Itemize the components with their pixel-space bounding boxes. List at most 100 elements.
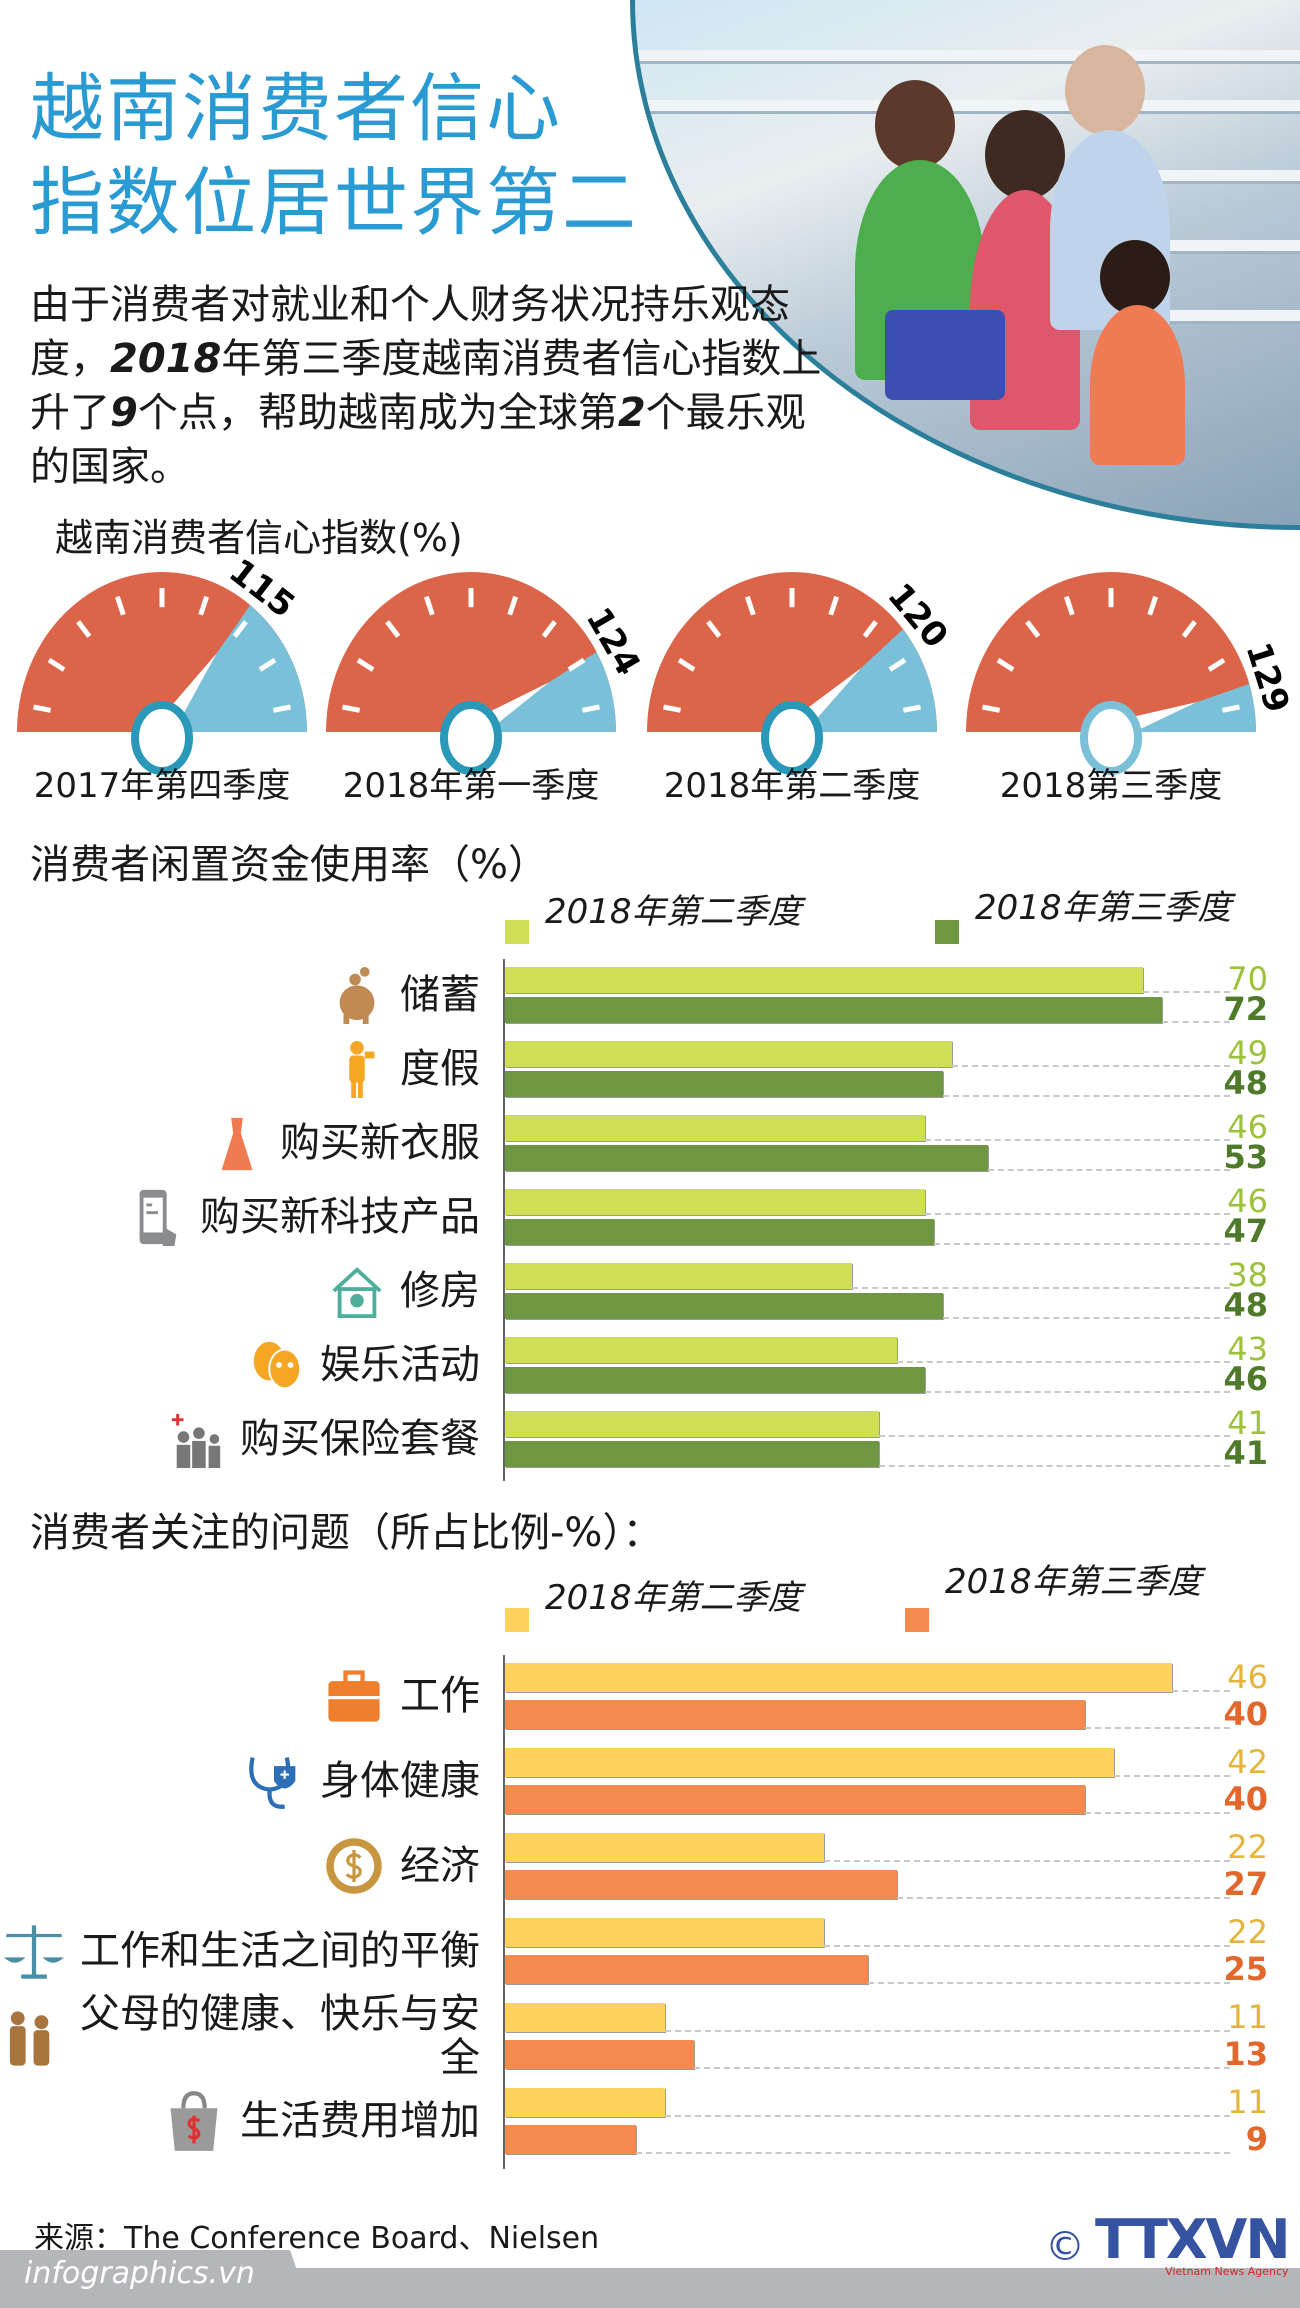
category-row-label: 父母的健康、快乐与安全 xyxy=(0,1992,480,2080)
leader-line xyxy=(924,1213,1230,1215)
leader-line xyxy=(1172,1690,1230,1692)
legend-label: 2018年第二季度 xyxy=(545,892,802,932)
gauge-label: 2018第三季度 xyxy=(999,766,1223,806)
bar-q2 xyxy=(505,2088,665,2117)
category-label: 工作和生活之间的平衡 xyxy=(80,1928,480,1974)
leader-line xyxy=(1143,991,1230,993)
theater-masks-icon xyxy=(253,1341,302,1390)
gauge-tick xyxy=(996,657,1015,672)
copyright-icon: © xyxy=(1045,2223,1085,2270)
gauge-tick xyxy=(1063,595,1075,616)
category-label: 父母的健康、快乐与安全 xyxy=(80,1991,480,2081)
value-label: 40 xyxy=(1223,1694,1268,1733)
bar-q3 xyxy=(505,1441,879,1467)
category-row-label: 修房 xyxy=(328,1263,480,1319)
gauge-hub xyxy=(131,701,193,775)
y-axis xyxy=(503,1655,505,2169)
gauge-tick xyxy=(33,704,52,713)
value-label: 11 xyxy=(1227,2082,1268,2121)
bar-q2 xyxy=(505,1189,925,1215)
dollar-coin-icon xyxy=(326,1838,382,1894)
leader-line xyxy=(1114,1775,1230,1777)
bar-q3 xyxy=(505,1219,934,1245)
category-row-label: 身体健康 xyxy=(242,1748,480,1814)
category-row-label: 购买新科技产品 xyxy=(128,1189,480,1246)
gauge-tick xyxy=(385,620,401,638)
elderly-couple-icon xyxy=(9,2011,50,2066)
value-label: 70 xyxy=(1227,960,1268,998)
bar-q3 xyxy=(505,2040,694,2069)
value-label: 46 xyxy=(1227,1182,1268,1220)
bar-q3 xyxy=(505,1955,868,1984)
value-label: 11 xyxy=(1227,1997,1268,2036)
gauge-tick xyxy=(706,620,722,638)
gauge-tick xyxy=(232,620,248,638)
leader-line xyxy=(1085,1812,1230,1814)
bar-q2 xyxy=(505,1411,879,1437)
bar-q3 xyxy=(505,1145,989,1171)
category-row-label: 工作 xyxy=(322,1663,480,1729)
value-label: 49 xyxy=(1227,1034,1268,1072)
category-label: 身体健康 xyxy=(320,1758,480,1804)
leader-line xyxy=(693,2067,1230,2069)
gauge-tick xyxy=(862,620,878,638)
gauge-tick xyxy=(76,620,92,638)
gauge-label: 2017年第四季度 xyxy=(33,766,291,806)
y-axis xyxy=(503,959,505,1481)
title-line-1: 越南消费者信心 xyxy=(30,66,562,152)
briefcase-icon xyxy=(328,1670,380,1722)
bar-q3 xyxy=(505,997,1162,1023)
value-label: 13 xyxy=(1223,2034,1268,2073)
gauge-value-zone xyxy=(162,605,307,732)
leader-line xyxy=(851,1287,1230,1289)
logo-subtitle: Vietnam News Agency xyxy=(1165,2265,1289,2278)
category-label: 经济 xyxy=(400,1843,480,1889)
value-label: 53 xyxy=(1223,1138,1268,1176)
value-label: 27 xyxy=(1223,1864,1268,1903)
legend-swatch xyxy=(505,920,529,944)
category-label: 娱乐活动 xyxy=(320,1342,480,1388)
category-label: 购买保险套餐 xyxy=(240,1416,480,1462)
value-label: 9 xyxy=(1245,2119,1268,2158)
bar-q3 xyxy=(505,1071,943,1097)
gauge-tick xyxy=(1207,657,1226,672)
bar-q3 xyxy=(505,1700,1085,1729)
title-line-2: 指数位居世界第二 xyxy=(30,160,638,246)
category-label: 修房 xyxy=(400,1268,480,1314)
category-row-label: 经济 xyxy=(322,1833,480,1899)
bar-q3 xyxy=(505,1785,1085,1814)
category-row-label: 工作和生活之间的平衡 xyxy=(2,1918,480,1984)
leader-line xyxy=(942,1095,1230,1097)
category-row-label: 度假 xyxy=(328,1040,480,1098)
gauge: 129 xyxy=(966,572,1297,775)
page-title: 越南消费者信心 指数位居世界第二 xyxy=(30,62,638,250)
gauge: 124 xyxy=(326,572,648,775)
gauge-tick xyxy=(1221,704,1240,713)
bar-q3 xyxy=(505,2125,636,2154)
gauge-tick xyxy=(47,657,66,672)
family-shopping-photo xyxy=(630,0,1300,530)
site-link[interactable]: infographics.vn xyxy=(24,2256,255,2291)
legend-label: 2018年第三季度 xyxy=(975,888,1232,928)
shopping-bag-dollar-icon xyxy=(170,2091,218,2151)
gauge-label: 2018年第一季度 xyxy=(342,766,600,806)
category-row-label: 生活费用增加 xyxy=(162,2088,480,2154)
leader-line xyxy=(824,1945,1230,1947)
legend-swatch xyxy=(505,1608,529,1632)
value-label: 46 xyxy=(1227,1108,1268,1146)
gauge-tick xyxy=(541,620,557,638)
category-label: 度假 xyxy=(400,1046,480,1092)
chart-title: 消费者闲置资金使用率（%） xyxy=(30,842,549,888)
bar-q2 xyxy=(505,1748,1114,1777)
gauge-tick xyxy=(1181,620,1197,638)
bar-q2 xyxy=(505,967,1144,993)
footer-tab xyxy=(0,2250,310,2308)
gauge-tick xyxy=(272,704,291,713)
value-label: 46 xyxy=(1223,1360,1268,1398)
leader-line xyxy=(878,1465,1230,1467)
bar-q2 xyxy=(505,1337,898,1363)
value-label: 41 xyxy=(1223,1434,1268,1472)
leader-line xyxy=(867,1982,1230,1984)
value-label: 48 xyxy=(1223,1286,1268,1324)
bar-q2 xyxy=(505,1041,952,1067)
